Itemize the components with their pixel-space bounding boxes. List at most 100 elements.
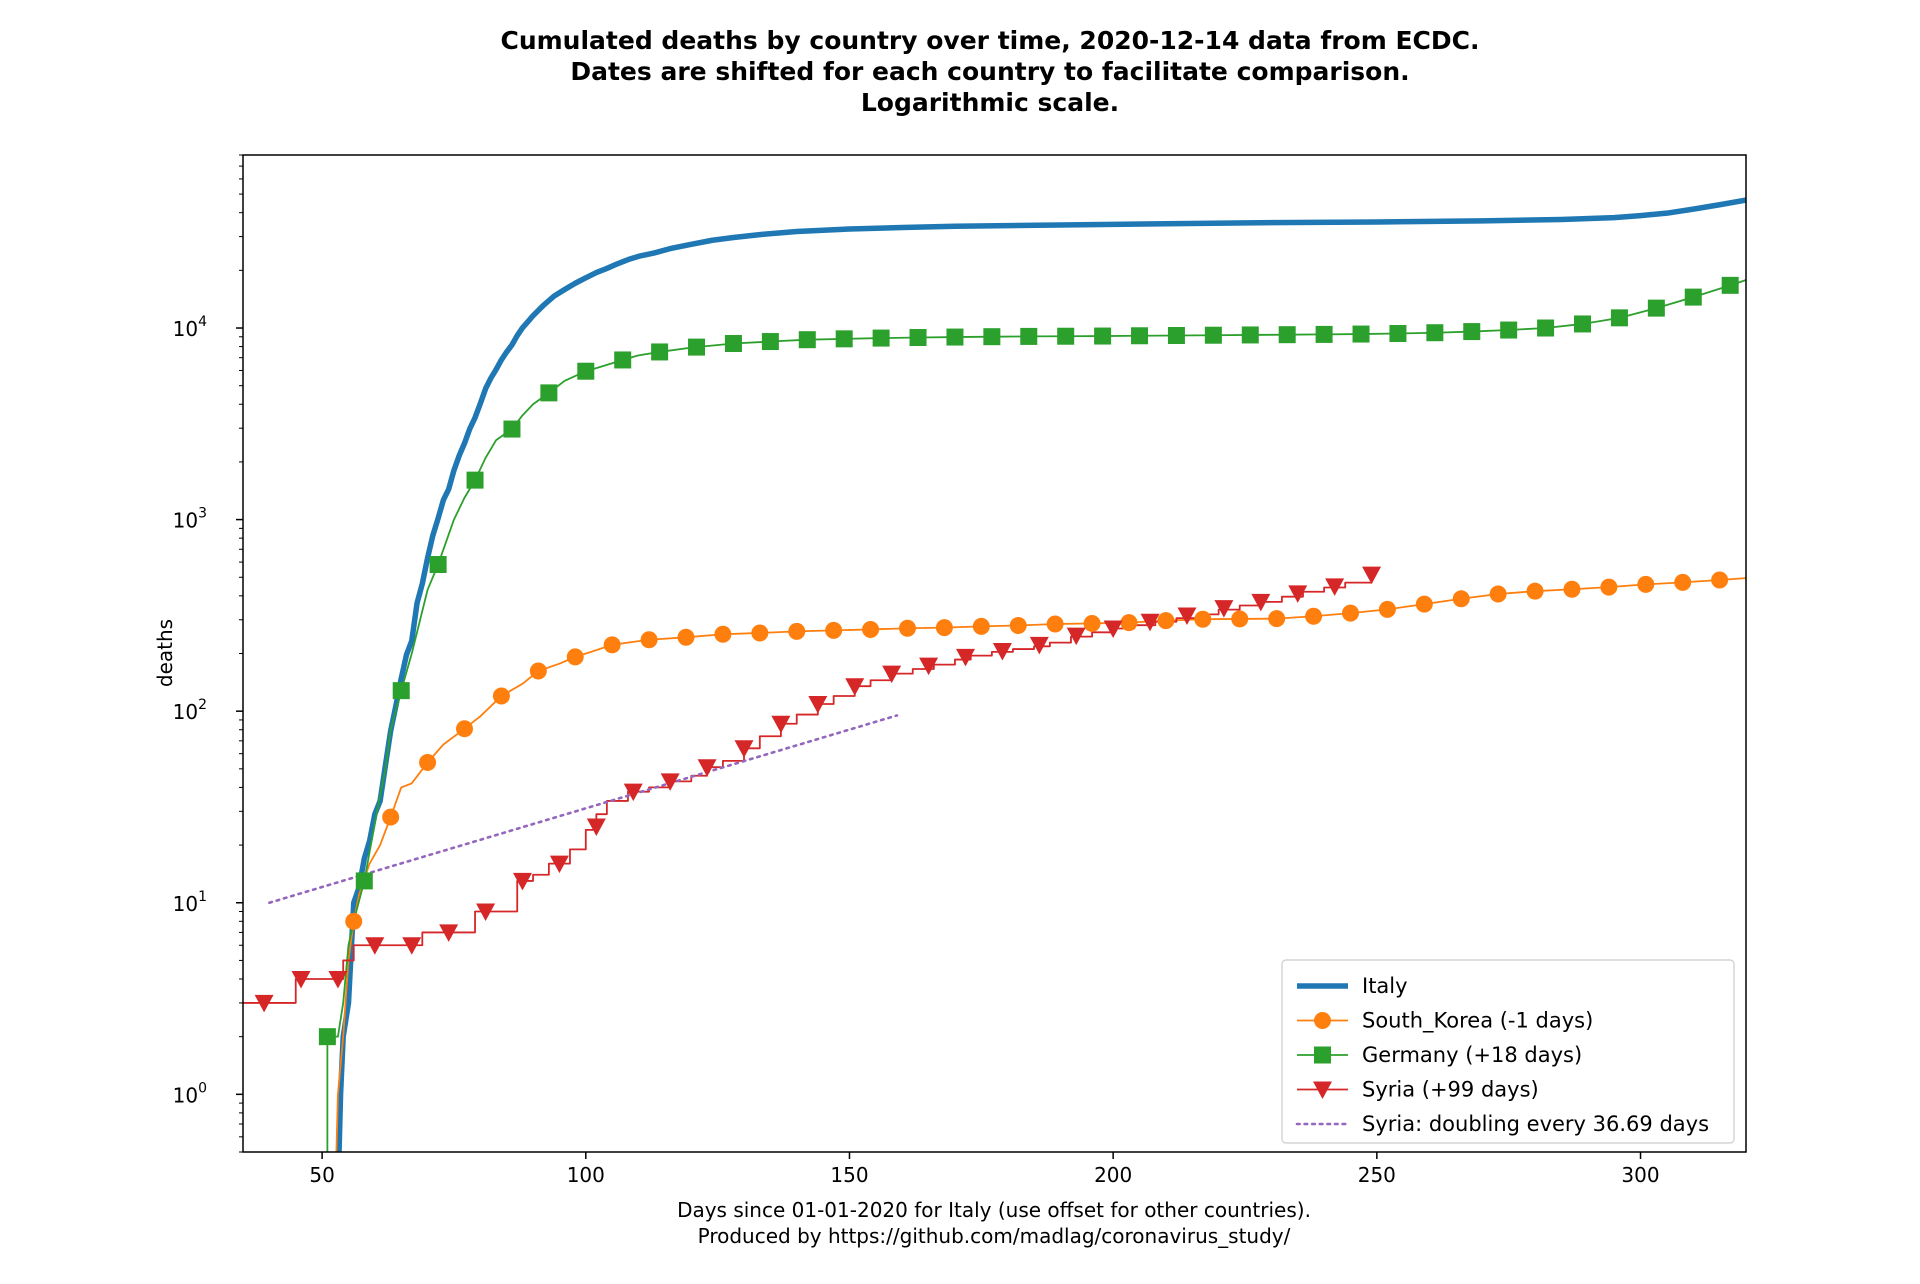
series-2-marker-21 <box>1094 327 1112 345</box>
chart-title-line-1: Cumulated deaths by country over time, 2… <box>500 26 1479 55</box>
series-3-marker-8 <box>549 855 569 874</box>
x-tick-label-100: 100 <box>567 1163 605 1187</box>
series-3-marker-14 <box>771 715 791 734</box>
series-3-marker-19 <box>955 648 975 667</box>
chart-title-line-2: Dates are shifted for each country to fa… <box>570 57 1409 86</box>
series-2-marker-30 <box>1426 324 1444 342</box>
series-2-marker-12 <box>761 333 779 351</box>
series-1-marker-14 <box>862 620 880 638</box>
series-2-marker-2 <box>392 682 410 700</box>
series-2-marker-34 <box>1574 315 1592 333</box>
series-2-marker-24 <box>1204 326 1222 344</box>
series-3-marker-15 <box>808 696 828 714</box>
series-2-marker-14 <box>835 330 853 348</box>
series-1-marker-12 <box>788 622 806 640</box>
x-tick-label-150: 150 <box>830 1163 868 1187</box>
legend-label-1: South_Korea (-1 days) <box>1362 1009 1593 1034</box>
series-1-marker-30 <box>1452 590 1470 608</box>
series-1-marker-17 <box>972 617 990 635</box>
series-2-marker-36 <box>1647 299 1665 317</box>
series-1-marker-9 <box>677 628 695 646</box>
series-3-marker-23 <box>1103 620 1123 639</box>
y-axis-ticks: 100 101 102 103 104 <box>173 154 243 1153</box>
series-3-marker-1 <box>291 970 311 989</box>
series-3-marker-7 <box>513 872 533 891</box>
series-2-marker-5 <box>503 420 521 438</box>
y-tick-label-10: 101 <box>173 889 207 916</box>
series-3-marker-26 <box>1214 600 1234 618</box>
series-3-marker-11 <box>660 773 680 791</box>
series-1-marker-27 <box>1341 604 1359 622</box>
series-1-marker-23 <box>1194 610 1212 628</box>
series-1-marker-1 <box>382 808 400 826</box>
series-2-marker-27 <box>1315 325 1333 343</box>
series-1-marker-18 <box>1009 617 1027 635</box>
series-1-marker-22 <box>1157 612 1175 630</box>
legend-label-2: Germany (+18 days) <box>1362 1043 1582 1067</box>
legend-label-4: Syria: doubling every 36.69 days <box>1362 1112 1709 1136</box>
series-3-marker-20 <box>992 643 1012 661</box>
series-3-marker-3 <box>365 937 385 955</box>
legend-marker-2 <box>1314 1046 1331 1064</box>
legend-label-0: Italy <box>1362 974 1408 998</box>
series-3-marker-4 <box>402 937 422 955</box>
y-axis-label: deaths <box>153 619 177 687</box>
series-1-marker-6 <box>566 648 584 666</box>
legend-entry-2: Germany (+18 days) <box>1297 1043 1582 1067</box>
series-1-marker-37 <box>1711 571 1729 589</box>
series-1-marker-34 <box>1600 578 1618 596</box>
series-2-marker-25 <box>1241 326 1259 344</box>
series-3-marker-6 <box>476 903 496 922</box>
legend-entry-0: Italy <box>1297 974 1408 998</box>
series-2-marker-29 <box>1389 325 1407 343</box>
series-2-marker-6 <box>540 384 558 402</box>
series-1-marker-3 <box>455 720 473 738</box>
y-tick-label-10000: 104 <box>173 314 207 341</box>
series-1-marker-25 <box>1268 610 1286 628</box>
legend-entry-4: Syria: doubling every 36.69 days <box>1295 1112 1709 1136</box>
series-1-marker-31 <box>1489 585 1507 603</box>
x-axis-ticks: 50 100 150 200 250 300 <box>309 1152 1660 1187</box>
series-2-marker-17 <box>946 328 964 346</box>
y-tick-label-1: 100 <box>173 1080 207 1107</box>
series-1-marker-13 <box>825 621 843 639</box>
series-2-marker-31 <box>1463 323 1481 341</box>
series-2-marker-3 <box>429 555 447 573</box>
series-2-marker-7 <box>577 362 595 380</box>
series-2-marker-19 <box>1020 327 1038 345</box>
series-1-marker-36 <box>1674 573 1692 591</box>
series-2-marker-35 <box>1610 309 1628 327</box>
series-3-marker-5 <box>439 924 459 942</box>
x-axis-label-line-1: Days since 01-01-2020 for Italy (use off… <box>677 1198 1311 1222</box>
series-2-marker-38 <box>1721 276 1739 294</box>
series-3-marker-28 <box>1288 585 1308 603</box>
x-tick-label-300: 300 <box>1621 1163 1659 1187</box>
series-2-marker-4 <box>466 471 484 489</box>
series-2-marker-13 <box>798 331 816 349</box>
series-1-marker-0 <box>345 912 363 930</box>
series-1-marker-33 <box>1563 580 1581 598</box>
y-tick-label-100: 102 <box>173 697 207 724</box>
series-1-marker-5 <box>529 662 547 680</box>
legend-marker-3 <box>1313 1081 1332 1099</box>
series-3-marker-24 <box>1140 613 1160 632</box>
series-1-marker-4 <box>492 687 510 705</box>
x-tick-label-250: 250 <box>1358 1163 1396 1187</box>
series-3-marker-0 <box>254 994 274 1013</box>
series-1-marker-35 <box>1637 575 1655 593</box>
series-2-marker-32 <box>1500 321 1518 339</box>
marker-layer <box>254 276 1739 1046</box>
series-3-marker-18 <box>919 657 939 676</box>
series-3-marker-29 <box>1325 578 1345 596</box>
series-3-marker-16 <box>845 678 865 696</box>
series-4-line <box>268 714 899 905</box>
series-2-marker-22 <box>1131 327 1149 345</box>
series-3-marker-2 <box>328 970 348 989</box>
series-3-marker-27 <box>1251 593 1271 612</box>
series-1-marker-20 <box>1083 614 1101 632</box>
series-2-marker-8 <box>614 351 632 369</box>
series-1-marker-10 <box>714 625 732 643</box>
series-1-marker-16 <box>935 619 953 637</box>
series-1-marker-2 <box>419 753 437 771</box>
